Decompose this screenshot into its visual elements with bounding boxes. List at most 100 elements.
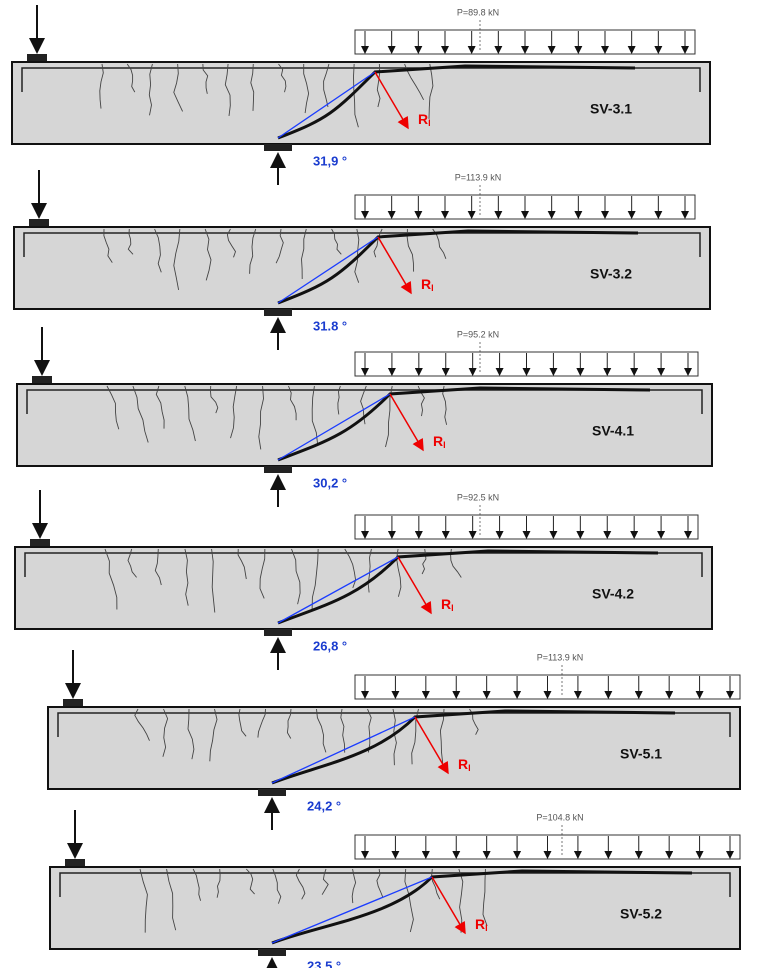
force-symbol: R (433, 433, 443, 449)
crack (257, 708, 266, 738)
load-label: P=95.2 kN (457, 329, 499, 339)
force-subscript: l (443, 440, 446, 450)
crack (155, 385, 165, 429)
crack (311, 385, 319, 445)
specimen-name: SV-5.2 (620, 906, 662, 922)
crack (373, 228, 383, 258)
beam (11, 61, 711, 145)
crack (173, 228, 181, 290)
support-pad (30, 539, 50, 546)
support-pad (258, 789, 286, 796)
crack (245, 868, 255, 895)
reinforcement (59, 872, 731, 897)
crack (421, 548, 427, 575)
angle-label: 23,5 ° (307, 958, 341, 968)
crack (104, 548, 118, 610)
strut-line (277, 236, 379, 304)
force-label: Rl (475, 916, 488, 934)
load-label: P=113.9 kN (455, 172, 502, 182)
crack (209, 708, 218, 762)
support-pad (264, 309, 292, 316)
force-label: Rl (418, 111, 431, 129)
crack (337, 385, 341, 415)
strut-line (271, 876, 433, 944)
load-box (354, 674, 741, 700)
crack (249, 228, 257, 274)
beam (49, 866, 741, 950)
crack (187, 708, 195, 760)
force-symbol: R (421, 276, 431, 292)
force-arrow (377, 236, 412, 295)
crack (132, 385, 149, 443)
reinforcement (23, 232, 701, 257)
crack (139, 868, 148, 933)
specimen-name: SV-4.1 (592, 423, 634, 439)
crack (367, 708, 372, 753)
support-pad (264, 144, 292, 151)
crack (216, 868, 221, 898)
crack (166, 868, 177, 931)
crack (184, 548, 189, 606)
crack (353, 63, 359, 128)
force-label: Rl (441, 596, 454, 614)
crack (127, 228, 134, 255)
force-symbol: R (475, 916, 485, 932)
angle-label: 31,9 ° (313, 153, 347, 168)
crack (321, 868, 329, 895)
crack (295, 868, 306, 900)
crack (367, 548, 372, 593)
crack (154, 228, 162, 273)
crack (340, 708, 346, 753)
force-label: Rl (421, 276, 434, 294)
crack (404, 868, 414, 933)
crack (126, 63, 136, 93)
beam (16, 383, 713, 467)
crack (428, 63, 434, 119)
load-label: P=104.8 kN (536, 812, 583, 822)
support-pad (63, 699, 83, 706)
crack (275, 228, 284, 264)
crack (431, 868, 441, 900)
force-subscript: l (428, 118, 431, 128)
crack (331, 228, 342, 255)
crack (238, 708, 247, 737)
crack (272, 868, 282, 904)
crack (211, 548, 216, 613)
load-label: P=113.9 kN (537, 652, 584, 662)
crack (303, 63, 310, 114)
force-symbol: R (418, 111, 428, 127)
crack (162, 708, 169, 757)
crack (192, 868, 202, 901)
force-arrow (397, 556, 432, 615)
support-pad (65, 859, 85, 866)
strut-line (277, 556, 399, 624)
crack (103, 228, 113, 263)
crack (230, 385, 238, 439)
strut-line (277, 71, 376, 139)
load-label: P=89.8 kN (457, 7, 499, 17)
crack (154, 548, 162, 586)
crack (148, 63, 153, 116)
crack (173, 63, 184, 112)
force-arrow (389, 393, 424, 452)
crack (184, 385, 196, 442)
load-box (354, 194, 696, 220)
angle-label: 30,2 ° (313, 475, 347, 490)
crack (286, 708, 292, 739)
beam (47, 706, 741, 790)
support-pad (264, 466, 292, 473)
crack (226, 228, 236, 258)
crack (237, 548, 247, 580)
force-arrow (431, 876, 466, 935)
crack (311, 548, 319, 610)
specimen-name: SV-4.2 (592, 586, 634, 602)
crack (134, 708, 150, 741)
angle-label: 26,8 ° (313, 638, 347, 653)
crack (204, 228, 212, 281)
crack (210, 385, 219, 414)
crack (392, 708, 397, 766)
reinforcement (21, 67, 701, 92)
force-subscript: l (451, 603, 454, 613)
crack (99, 63, 104, 109)
